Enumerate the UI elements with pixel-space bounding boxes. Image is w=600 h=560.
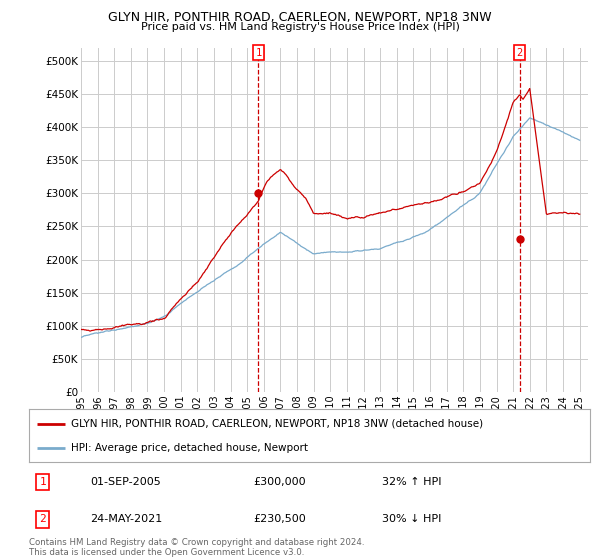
Text: 2: 2 [517,48,523,58]
Text: 2: 2 [40,515,46,524]
Text: £230,500: £230,500 [253,515,306,524]
Text: Contains HM Land Registry data © Crown copyright and database right 2024.
This d: Contains HM Land Registry data © Crown c… [29,538,364,557]
Text: 01-SEP-2005: 01-SEP-2005 [91,477,161,487]
Text: 30% ↓ HPI: 30% ↓ HPI [382,515,442,524]
Text: 24-MAY-2021: 24-MAY-2021 [91,515,163,524]
Text: HPI: Average price, detached house, Newport: HPI: Average price, detached house, Newp… [71,443,308,453]
Text: 1: 1 [255,48,262,58]
Text: Price paid vs. HM Land Registry's House Price Index (HPI): Price paid vs. HM Land Registry's House … [140,22,460,32]
Text: 1: 1 [40,477,46,487]
Text: 32% ↑ HPI: 32% ↑ HPI [382,477,442,487]
Text: GLYN HIR, PONTHIR ROAD, CAERLEON, NEWPORT, NP18 3NW: GLYN HIR, PONTHIR ROAD, CAERLEON, NEWPOR… [108,11,492,24]
Text: £300,000: £300,000 [253,477,306,487]
Text: GLYN HIR, PONTHIR ROAD, CAERLEON, NEWPORT, NP18 3NW (detached house): GLYN HIR, PONTHIR ROAD, CAERLEON, NEWPOR… [71,419,483,429]
